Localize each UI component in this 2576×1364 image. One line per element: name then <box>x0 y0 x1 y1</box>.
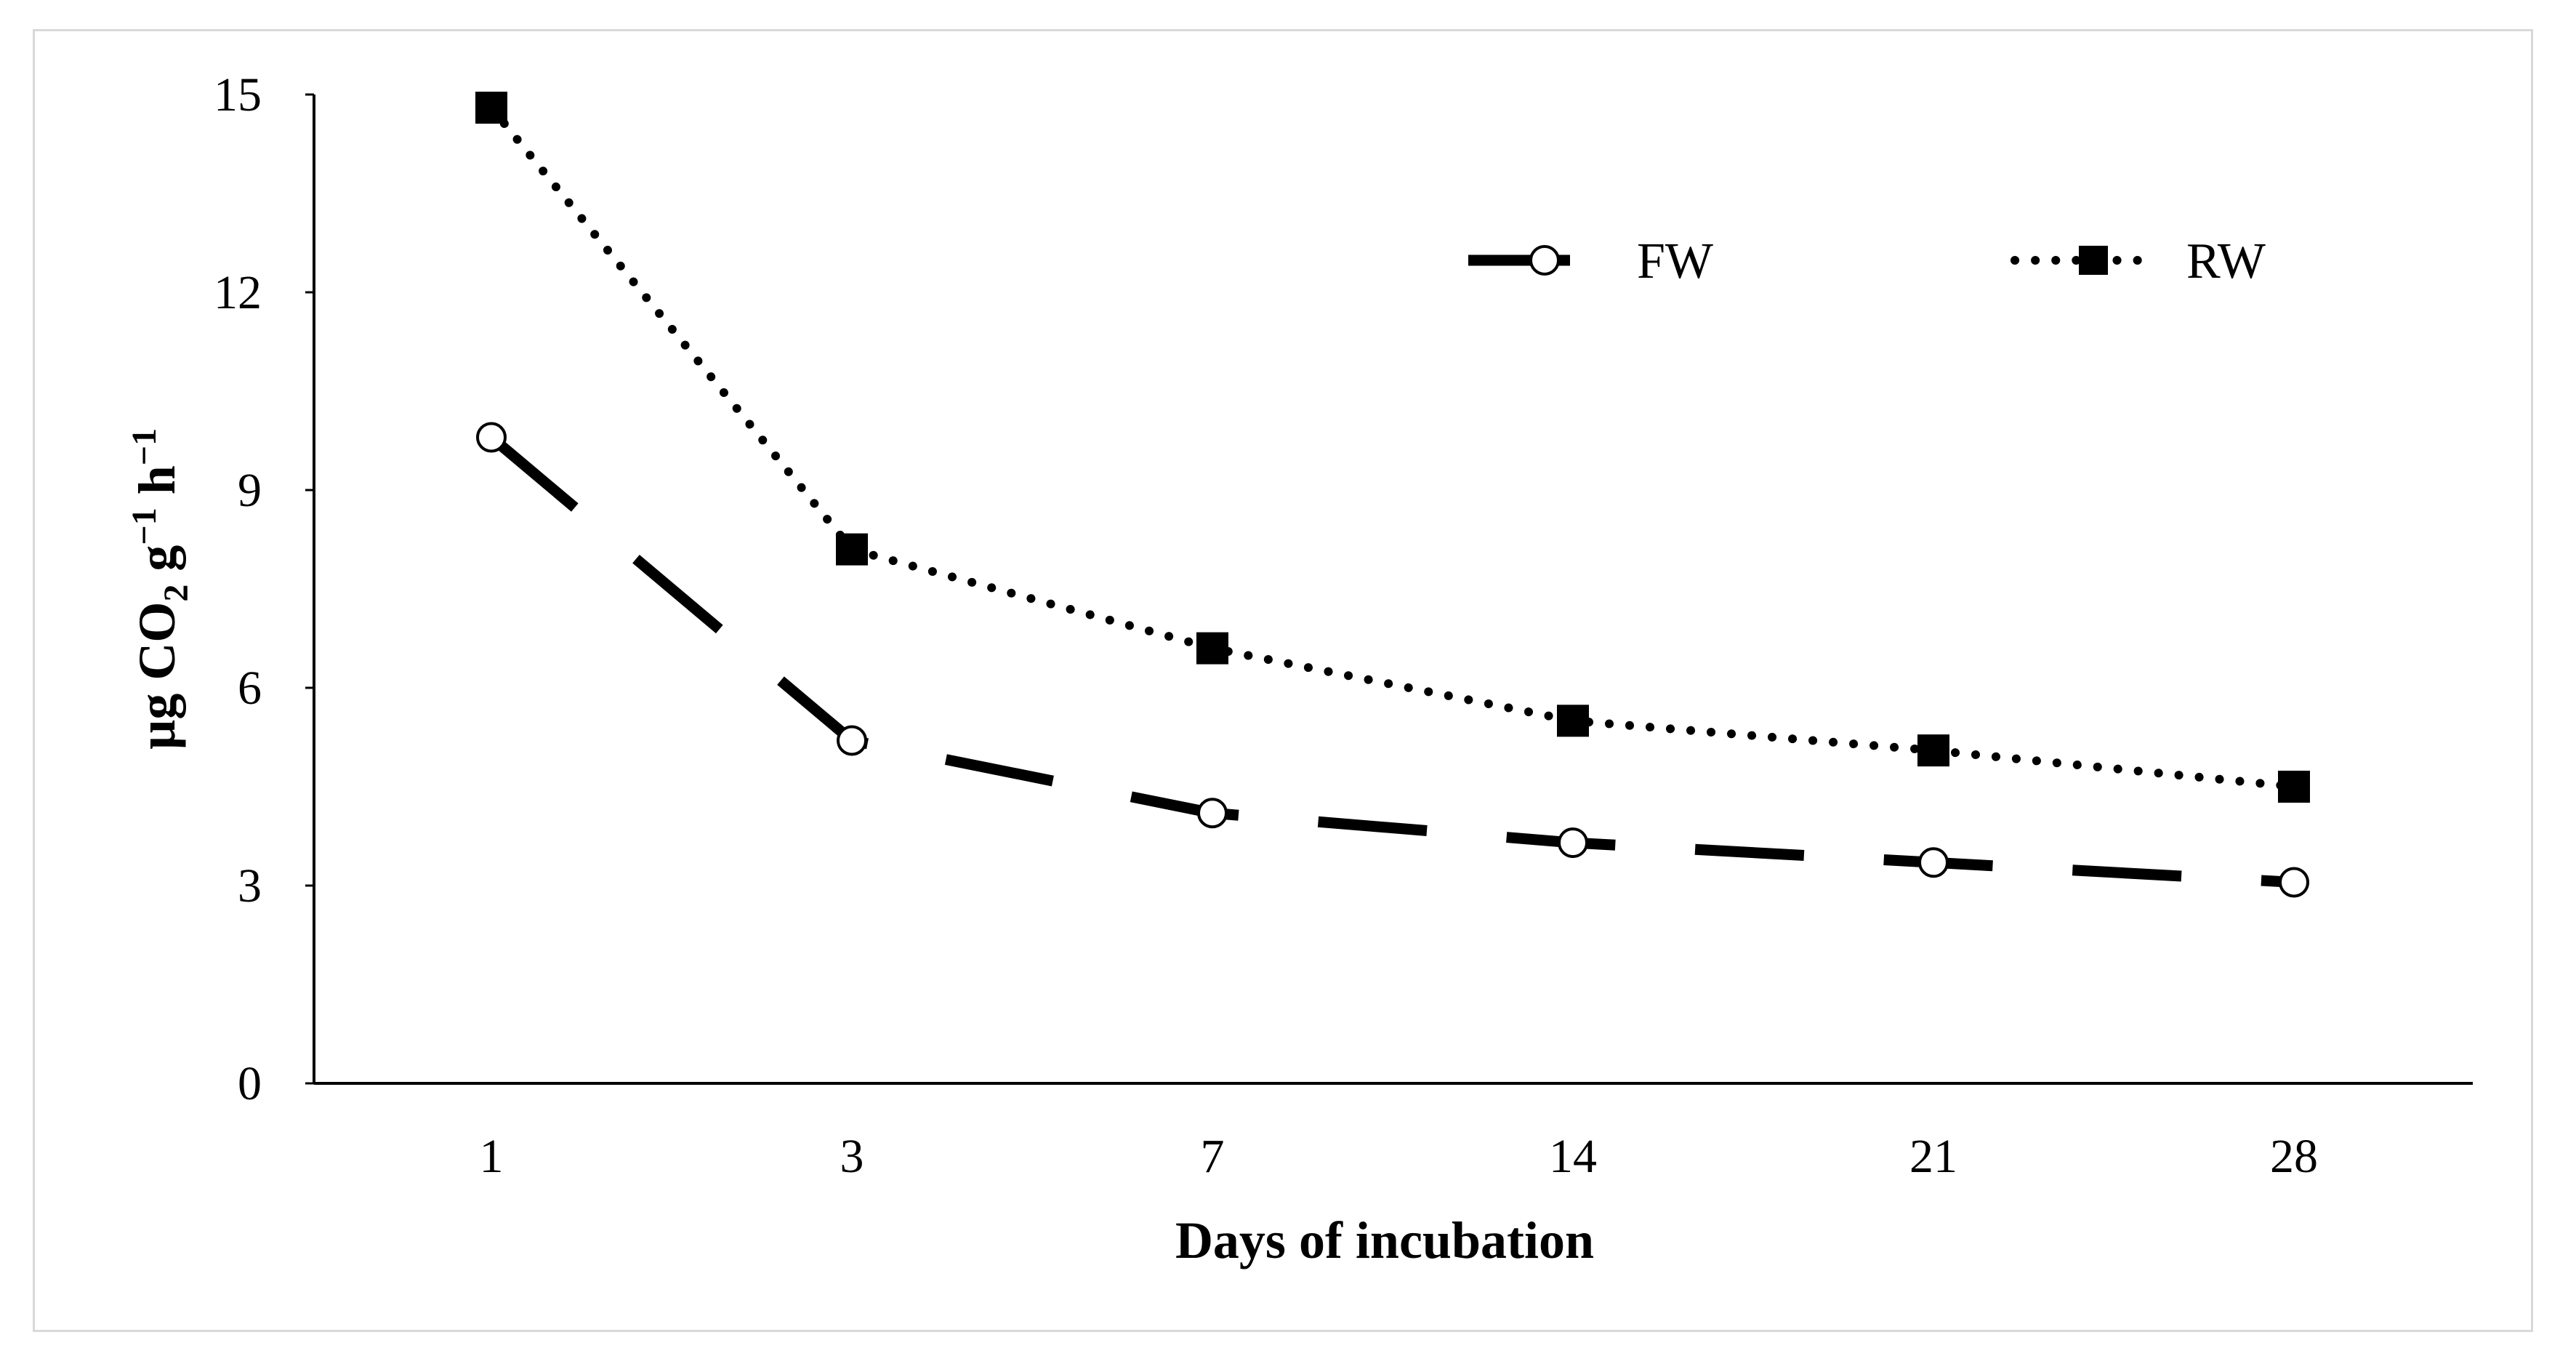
x-tick-label: 14 <box>1549 1130 1597 1183</box>
data-point-rw <box>836 533 868 566</box>
data-point-rw <box>1196 632 1228 665</box>
chart-frame <box>33 29 2533 1332</box>
data-point-fw <box>1197 798 1228 829</box>
data-point-rw <box>2278 771 2310 803</box>
data-point-fw <box>476 422 507 453</box>
data-point-rw <box>1917 734 1949 767</box>
series-line-rw <box>487 103 2298 791</box>
data-point-rw <box>475 92 507 124</box>
series-layer <box>475 92 2310 898</box>
data-point-fw <box>1558 827 1588 859</box>
x-tick-label: 21 <box>1909 1130 1957 1183</box>
x-tick-label: 28 <box>2270 1130 2318 1183</box>
y-axis-title: µg CO2 g−1 h−1 <box>125 428 196 750</box>
legend-item-rw: RW <box>2011 233 2266 289</box>
y-tick-label: 9 <box>238 464 262 517</box>
x-axis-title: Days of incubation <box>1175 1211 1594 1269</box>
series-line-fw <box>488 433 2295 888</box>
legend: FW RW <box>1468 233 2266 289</box>
y-tick-label: 3 <box>238 859 262 912</box>
legend-rw-label: RW <box>2186 233 2266 289</box>
data-point-fw <box>837 725 867 756</box>
data-point-rw <box>1557 705 1589 737</box>
y-tick-label: 6 <box>238 662 262 715</box>
legend-fw-marker <box>1529 245 1560 276</box>
x-tick-label: 7 <box>1201 1130 1225 1183</box>
x-tick-labels: 1 3 7 14 21 28 <box>480 1130 2319 1183</box>
x-tick-label: 3 <box>840 1130 864 1183</box>
legend-fw-label: FW <box>1637 233 1713 289</box>
y-tick-label: 0 <box>238 1057 262 1110</box>
legend-item-fw: FW <box>1468 233 1713 289</box>
y-tick-label: 15 <box>214 68 262 121</box>
axes <box>313 95 2473 1085</box>
y-tick-labels: 0 3 6 9 12 15 <box>214 68 314 1110</box>
x-tick-label: 1 <box>480 1130 504 1183</box>
legend-rw-marker <box>2079 246 2108 275</box>
y-tick-label: 12 <box>214 266 262 319</box>
data-point-fw <box>2279 867 2309 898</box>
data-point-fw <box>1918 847 1949 878</box>
